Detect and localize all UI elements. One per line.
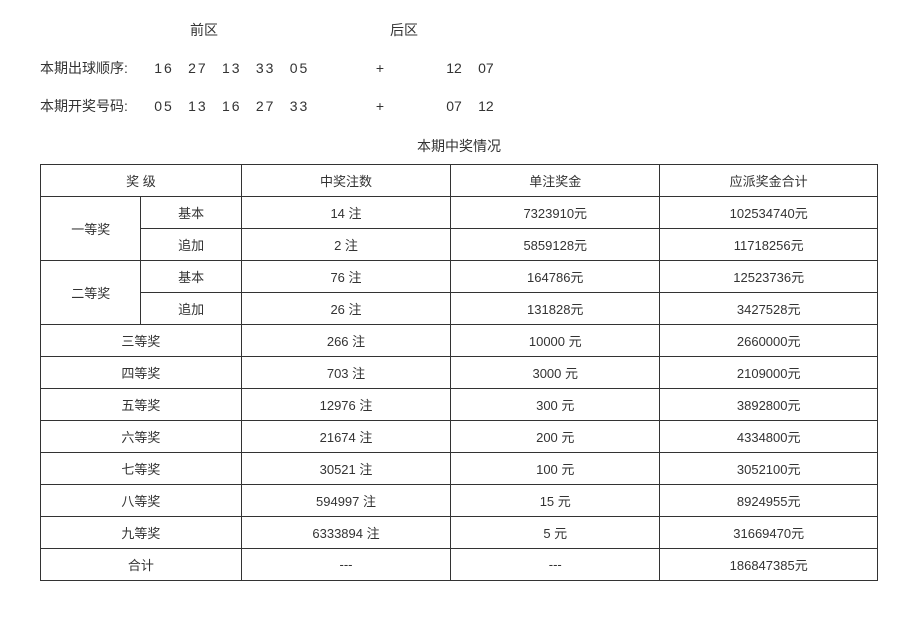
cell-total: 12523736元 (660, 261, 878, 293)
cell-prize: 15 元 (451, 485, 660, 517)
draw-front-numbers: 05 13 16 27 33 (150, 98, 350, 114)
cell-total: 3892800元 (660, 389, 878, 421)
cell-count: 6333894 注 (241, 517, 450, 549)
table-row: 追加 2 注 5859128元 11718256元 (41, 229, 878, 261)
table-row: 一等奖 基本 14 注 7323910元 102534740元 (41, 197, 878, 229)
draw-front-2: 13 (184, 98, 212, 114)
cell-total: 8924955元 (660, 485, 878, 517)
cell-count: 703 注 (241, 357, 450, 389)
prize-table: 奖 级 中奖注数 单注奖金 应派奖金合计 一等奖 基本 14 注 7323910… (40, 164, 878, 581)
draw-back-numbers: 07 12 (410, 98, 510, 114)
lottery-number-section: 前区 后区 本期出球顺序: 16 27 13 33 05 + 12 07 本期开… (40, 20, 878, 116)
front-zone-label: 前区 (150, 20, 310, 40)
cell-total: 11718256元 (660, 229, 878, 261)
order-front-3: 13 (218, 60, 246, 76)
draw-order-label: 本期出球顺序: (40, 58, 150, 78)
draw-order-row: 本期出球顺序: 16 27 13 33 05 + 12 07 (40, 58, 878, 78)
table-title: 本期中奖情况 (40, 136, 878, 156)
prize-level-2: 二等奖 (41, 261, 141, 325)
cell-count: --- (241, 549, 450, 581)
cell-total: 4334800元 (660, 421, 878, 453)
cell-total: 3052100元 (660, 453, 878, 485)
table-row: 七等奖 30521 注 100 元 3052100元 (41, 453, 878, 485)
cell-prize: 100 元 (451, 453, 660, 485)
plus-sign-1: + (350, 60, 410, 76)
draw-front-1: 05 (150, 98, 178, 114)
prize-level-9: 九等奖 (41, 517, 242, 549)
prize-level-6: 六等奖 (41, 421, 242, 453)
cell-count: 76 注 (241, 261, 450, 293)
cell-total: 2109000元 (660, 357, 878, 389)
table-row: 四等奖 703 注 3000 元 2109000元 (41, 357, 878, 389)
plus-sign-2: + (350, 98, 410, 114)
cell-prize: 131828元 (451, 293, 660, 325)
sublevel-bonus: 追加 (141, 229, 241, 261)
order-front-2: 27 (184, 60, 212, 76)
cell-prize: 3000 元 (451, 357, 660, 389)
cell-count: 2 注 (241, 229, 450, 261)
cell-prize: --- (451, 549, 660, 581)
cell-prize: 164786元 (451, 261, 660, 293)
cell-prize: 7323910元 (451, 197, 660, 229)
draw-back-1: 07 (440, 98, 468, 114)
draw-front-5: 33 (286, 98, 314, 114)
winning-number-row: 本期开奖号码: 05 13 16 27 33 + 07 12 (40, 96, 878, 116)
cell-total: 31669470元 (660, 517, 878, 549)
cell-count: 12976 注 (241, 389, 450, 421)
prize-level-4: 四等奖 (41, 357, 242, 389)
table-row: 九等奖 6333894 注 5 元 31669470元 (41, 517, 878, 549)
order-back-2: 07 (472, 60, 500, 76)
prize-level-3: 三等奖 (41, 325, 242, 357)
cell-count: 21674 注 (241, 421, 450, 453)
cell-total: 3427528元 (660, 293, 878, 325)
cell-count: 26 注 (241, 293, 450, 325)
order-front-4: 33 (252, 60, 280, 76)
table-header-row: 奖 级 中奖注数 单注奖金 应派奖金合计 (41, 165, 878, 197)
cell-count: 594997 注 (241, 485, 450, 517)
order-front-numbers: 16 27 13 33 05 (150, 60, 350, 76)
sublevel-bonus: 追加 (141, 293, 241, 325)
table-row: 八等奖 594997 注 15 元 8924955元 (41, 485, 878, 517)
prize-level-8: 八等奖 (41, 485, 242, 517)
total-label: 合计 (41, 549, 242, 581)
prize-level-7: 七等奖 (41, 453, 242, 485)
prize-level-1: 一等奖 (41, 197, 141, 261)
table-row: 三等奖 266 注 10000 元 2660000元 (41, 325, 878, 357)
cell-prize: 5859128元 (451, 229, 660, 261)
cell-prize: 300 元 (451, 389, 660, 421)
cell-prize: 200 元 (451, 421, 660, 453)
table-row: 五等奖 12976 注 300 元 3892800元 (41, 389, 878, 421)
cell-count: 30521 注 (241, 453, 450, 485)
draw-front-3: 16 (218, 98, 246, 114)
col-level-header: 奖 级 (41, 165, 242, 197)
back-zone-label: 后区 (370, 20, 490, 40)
table-row: 六等奖 21674 注 200 元 4334800元 (41, 421, 878, 453)
table-row: 二等奖 基本 76 注 164786元 12523736元 (41, 261, 878, 293)
table-row-total: 合计 --- --- 186847385元 (41, 549, 878, 581)
cell-prize: 5 元 (451, 517, 660, 549)
cell-prize: 10000 元 (451, 325, 660, 357)
col-prize-header: 单注奖金 (451, 165, 660, 197)
draw-front-4: 27 (252, 98, 280, 114)
cell-total: 186847385元 (660, 549, 878, 581)
draw-back-2: 12 (472, 98, 500, 114)
cell-count: 266 注 (241, 325, 450, 357)
order-front-5: 05 (286, 60, 314, 76)
order-front-1: 16 (150, 60, 178, 76)
cell-total: 2660000元 (660, 325, 878, 357)
order-back-1: 12 (440, 60, 468, 76)
sublevel-basic: 基本 (141, 261, 241, 293)
table-row: 追加 26 注 131828元 3427528元 (41, 293, 878, 325)
winning-number-label: 本期开奖号码: (40, 96, 150, 116)
zone-header-row: 前区 后区 (40, 20, 878, 40)
order-back-numbers: 12 07 (410, 60, 510, 76)
cell-total: 102534740元 (660, 197, 878, 229)
col-total-header: 应派奖金合计 (660, 165, 878, 197)
col-count-header: 中奖注数 (241, 165, 450, 197)
prize-level-5: 五等奖 (41, 389, 242, 421)
sublevel-basic: 基本 (141, 197, 241, 229)
cell-count: 14 注 (241, 197, 450, 229)
